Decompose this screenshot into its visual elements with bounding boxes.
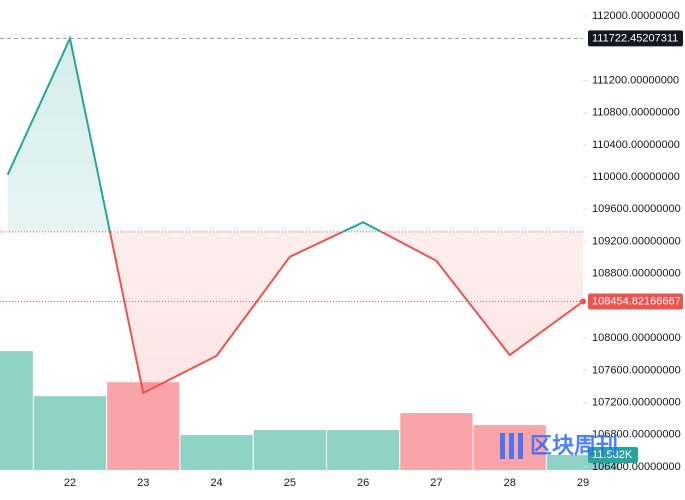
x-tick-label: 27 (430, 477, 442, 489)
price-badge (588, 30, 683, 47)
x-tick-label: 22 (64, 477, 76, 489)
line-up (6, 35, 384, 232)
y-tick-label: 110400.00000000 (592, 139, 680, 151)
y-tick-label: 111200.00000000 (592, 74, 679, 86)
x-tick-label: 25 (284, 477, 296, 489)
volume-bar (107, 382, 180, 470)
volume-bar (253, 430, 326, 470)
line-down (108, 231, 583, 395)
volume-bar (33, 396, 107, 470)
y-tick-label: 106400.00000000 (592, 461, 681, 473)
y-tick-label: 107600.00000000 (592, 364, 681, 376)
y-tick-label: 109600.00000000 (592, 203, 681, 215)
watermark: 区块周刊 (500, 433, 618, 459)
y-tick-label: 106800.00000000 (592, 429, 681, 441)
price-axis: 112000.00000000 111200.00000000 110800.000… (64, 10, 683, 489)
x-tick-label: 29 (577, 477, 589, 489)
volume-bar (400, 413, 473, 470)
volume-badge-label: 11.582K (592, 449, 633, 461)
y-tick-label: 108000.00000000 (592, 332, 681, 344)
volume-pane (0, 351, 620, 470)
volume-bar (326, 430, 400, 470)
logo-bar (500, 433, 505, 459)
y-tick-label: 112000.00000000 (592, 10, 680, 22)
price-badge-label: 111722.45207311 (592, 32, 678, 44)
volume-bar (0, 351, 33, 470)
volume-bar (180, 435, 253, 470)
volume-badge (588, 447, 638, 464)
x-tick-label: 23 (137, 477, 149, 489)
x-tick-label: 28 (504, 477, 516, 489)
y-tick-label: 107200.00000000 (592, 396, 681, 408)
logo-bar (518, 433, 523, 459)
y-tick-label: 109200.00000000 (592, 235, 681, 247)
area-up (7, 38, 583, 232)
x-tick-label: 24 (210, 477, 222, 489)
y-tick-label: 110000.00000000 (592, 171, 680, 183)
logo-bar (509, 433, 514, 459)
price-badge (588, 293, 683, 310)
price-pane (0, 35, 586, 395)
area-down (109, 231, 583, 393)
y-tick-label: 108800.00000000 (592, 268, 681, 280)
price-badge-label: 108454.82166667 (592, 295, 681, 307)
watermark-text: 区块周刊 (530, 433, 618, 458)
y-tick-label: 110800.00000000 (592, 107, 680, 119)
x-tick-label: 26 (357, 477, 369, 489)
